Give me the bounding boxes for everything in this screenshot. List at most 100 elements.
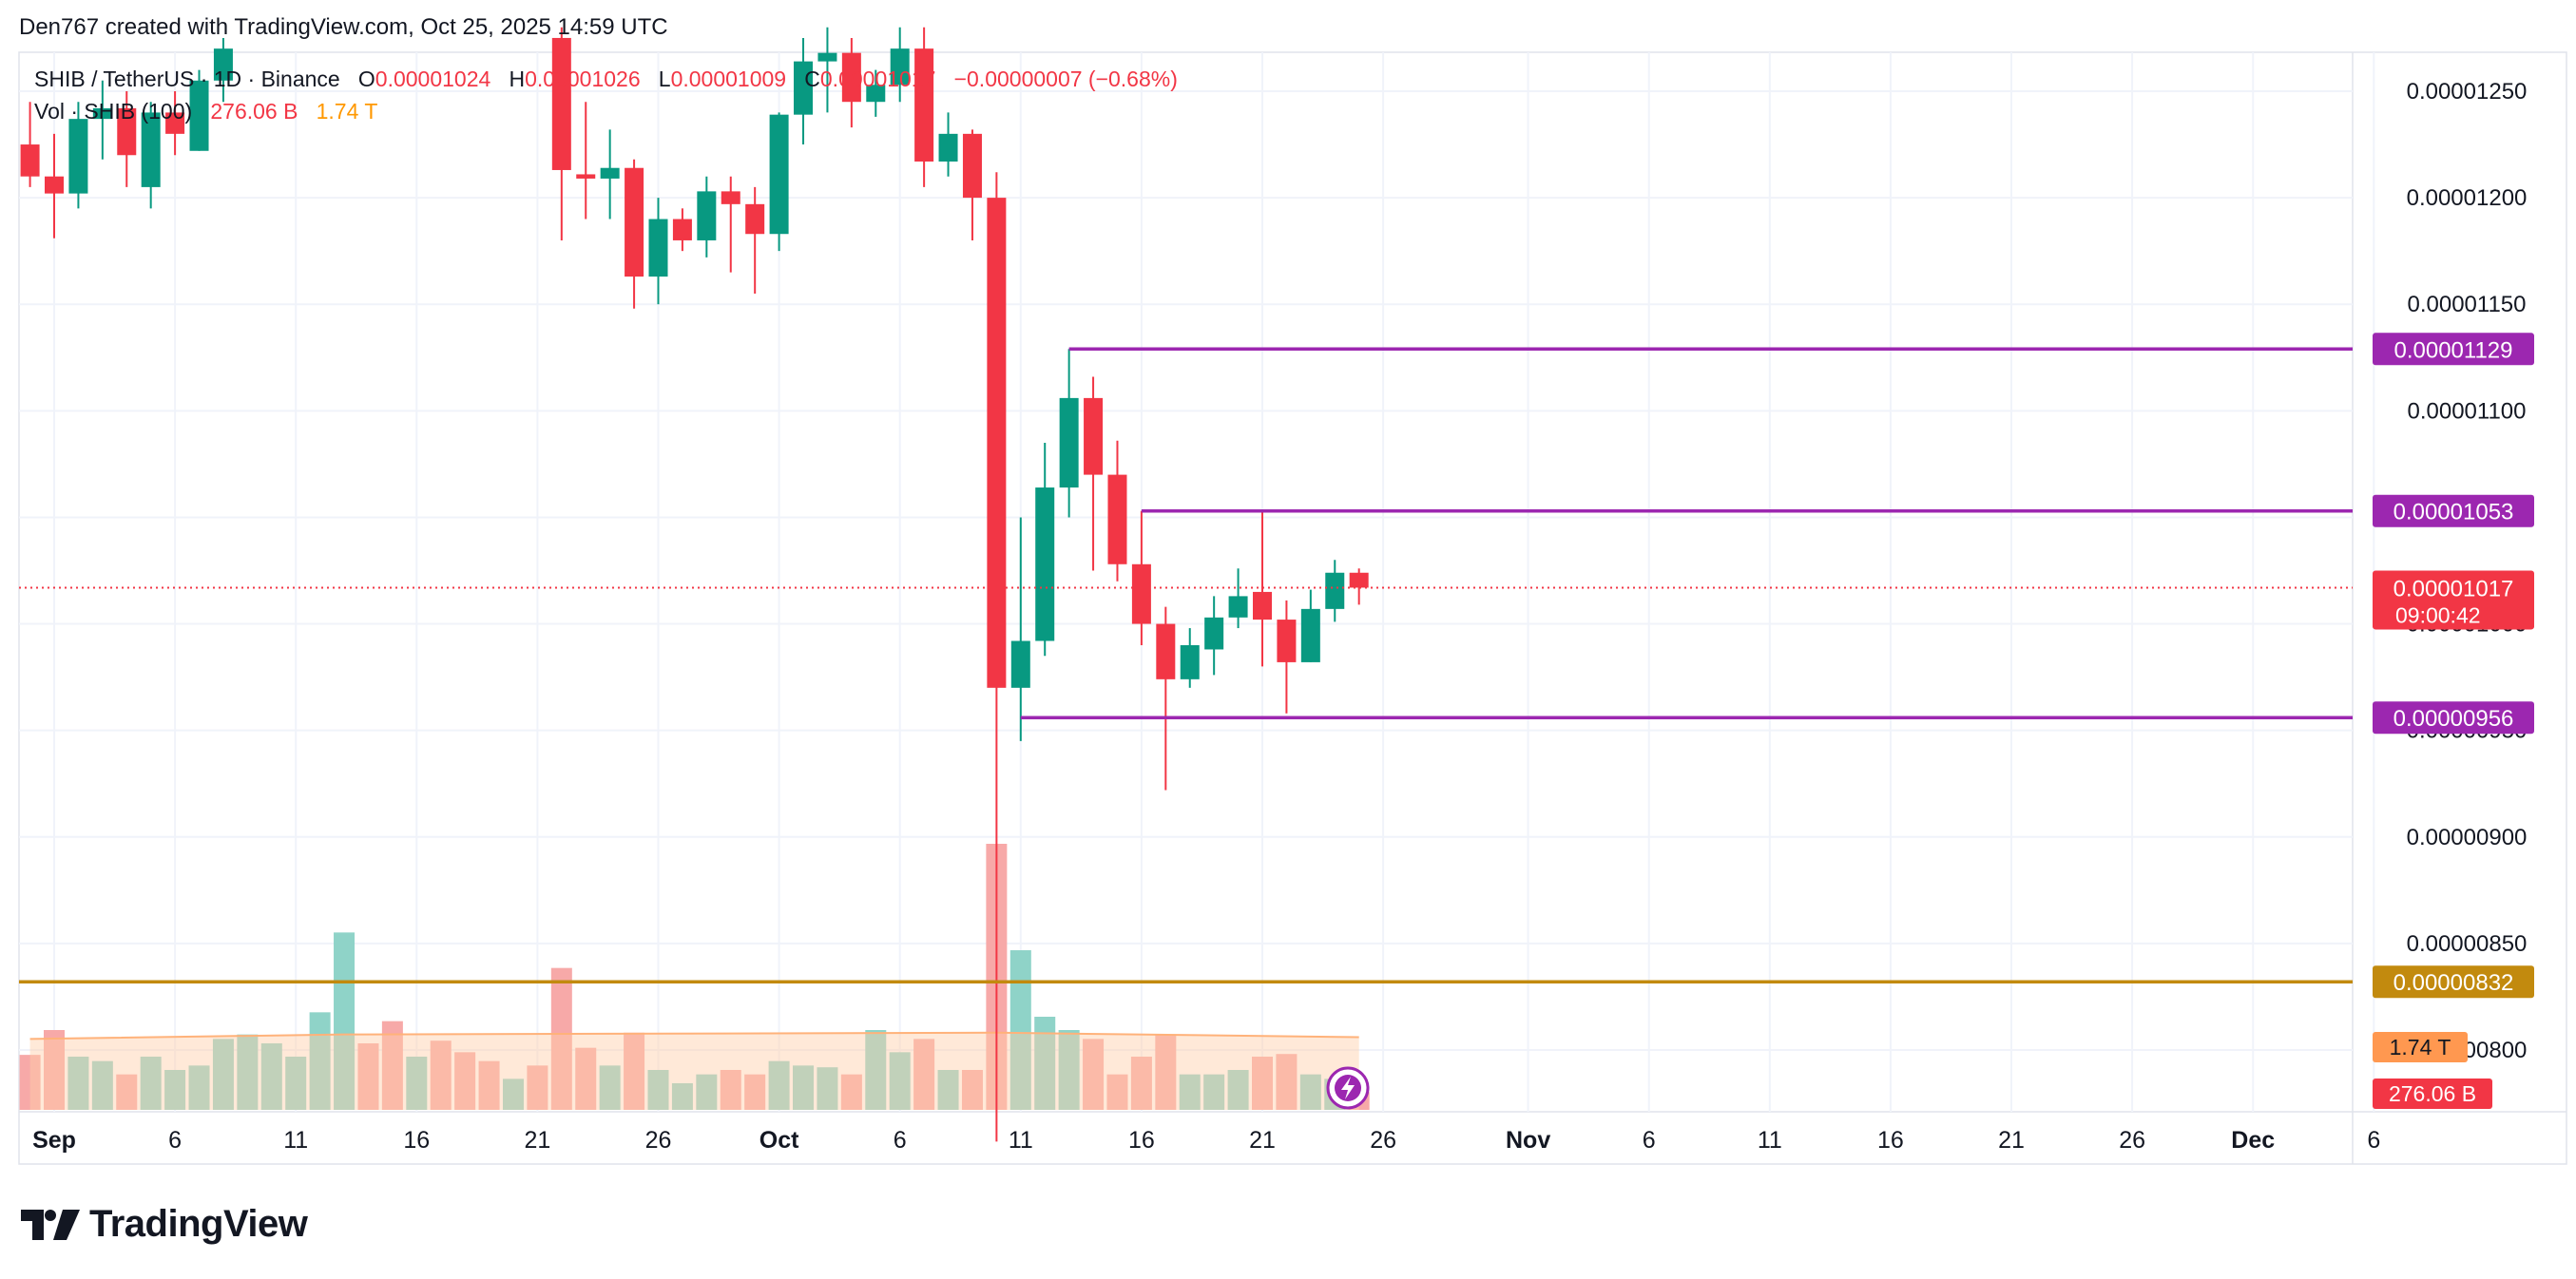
candle-body [141,112,161,187]
volume-bar [164,1070,186,1110]
volume-ma-area [29,1032,1359,1110]
volume-bar [334,932,356,1110]
candle-body [1059,397,1079,488]
volume-bar [1227,1070,1249,1110]
volume-bar [840,1074,862,1110]
time-tick-label: Nov [1506,1127,1550,1154]
open-label: O [357,67,375,91]
close-label: C [804,67,820,91]
time-tick-label: 21 [524,1127,550,1154]
chart-frame [18,51,2567,1165]
volume-bar [188,1065,210,1110]
tradingview-logo-icon [21,1209,80,1240]
volume-bar [865,1030,887,1110]
candle-body [1277,620,1297,662]
volume-bar [406,1057,428,1110]
candle-body [1325,572,1345,609]
candle-body [1010,640,1030,688]
candle-body [600,167,620,179]
open-value: 0.00001024 [375,67,491,91]
candle-body [721,191,740,204]
volume-bar [1252,1057,1273,1110]
volume-label[interactable]: Vol · SHIB (100) [34,99,193,124]
time-axis[interactable]: Sep 6 11 16 21 26 Oct 6 11 16 21 26 Nov 6 11 16 21 26 Dec 6 [32,1127,2380,1154]
time-tick-label: Sep [32,1127,76,1154]
last-price-label: 0.00001017 [2393,576,2514,601]
level-price-badge [2373,965,2534,999]
volume-pane [19,844,1370,1110]
price-tick-label: 0.00001250 [2407,79,2528,105]
candle-body [817,52,837,62]
volume-bar [1083,1039,1105,1110]
candle-body [1180,644,1200,679]
volume-bar [1058,1030,1080,1110]
volume-bar [1276,1054,1298,1110]
candle-body [672,219,692,240]
candle-body [1131,563,1151,624]
volume-bar [285,1057,307,1110]
volume-bar [889,1052,911,1110]
candle-body [551,37,571,170]
time-tick-label: 16 [1877,1127,1904,1154]
lightning-icon[interactable] [1326,1066,1370,1110]
volume-bar [599,1065,621,1110]
tradingview-brand[interactable]: TradingView [21,1203,308,1246]
time-tick-label: 26 [2119,1127,2145,1154]
time-tick-label: 16 [1128,1127,1155,1154]
candle-body [866,85,886,103]
volume-bar [140,1057,162,1110]
horizontal-levels[interactable] [19,347,2353,983]
candle-body [117,107,137,156]
candle-body [213,48,233,81]
volume-value: 276.06 B [210,99,298,124]
level-price-label: 0.00001129 [2393,337,2512,363]
volume-bar [624,1032,645,1110]
candle-body [1107,474,1127,564]
level-price-label: 0.00000832 [2393,970,2514,996]
change-value: −0.00000007 (−0.68%) [953,67,1178,91]
volume-ma-line [29,1031,1359,1040]
candle-body [45,176,64,194]
volume-bar [116,1074,138,1110]
volume-bar [550,967,572,1110]
volume-legend[interactable]: Vol · SHIB (100) 276.06 B 1.74 T [34,99,377,124]
candle-body [769,114,789,235]
low-value: 0.00001009 [670,67,787,91]
candle-body [1228,596,1248,618]
time-tick-label: 11 [1009,1127,1033,1154]
time-tick-label: 26 [645,1127,672,1154]
time-tick-label: 16 [403,1127,430,1154]
volume-axis-badge-label: 276.06 B [2389,1081,2476,1106]
symbol-legend[interactable]: SHIB / TetherUS · 1D · Binance O0.000010… [34,67,1178,92]
candle-body [1084,397,1104,475]
volume-bar [19,1055,41,1110]
volume-bar [744,1074,766,1110]
price-tick-label: 0.00001200 [2407,185,2528,211]
volume-bar [502,1079,524,1110]
time-tick-label: 21 [1998,1127,2025,1154]
time-tick-label: Oct [759,1127,799,1154]
candle-body [745,203,765,235]
time-tick-label: 6 [1643,1127,1656,1154]
last-price-badge [2373,570,2534,630]
volume-bar [961,1070,983,1110]
level-price-badge [2373,701,2534,735]
symbol-title[interactable]: SHIB / TetherUS · 1D · Binance [34,67,340,91]
volume-bar [1155,1034,1177,1110]
high-value: 0.00001026 [525,67,641,91]
chart-grid [18,51,2567,1165]
low-label: L [658,67,671,91]
price-tick-label: 0.00000900 [2407,825,2528,850]
candle-body [914,48,934,162]
volume-bar [309,1012,331,1110]
volume-bar [937,1070,959,1110]
level-price-badge [2373,494,2534,527]
candle-body [697,191,717,240]
candle-body [1204,617,1224,650]
volume-bar [454,1052,476,1110]
volume-bar [1106,1074,1128,1110]
high-label: H [509,67,526,91]
candle-body [20,144,40,177]
close-value: 0.00001017 [819,67,936,91]
